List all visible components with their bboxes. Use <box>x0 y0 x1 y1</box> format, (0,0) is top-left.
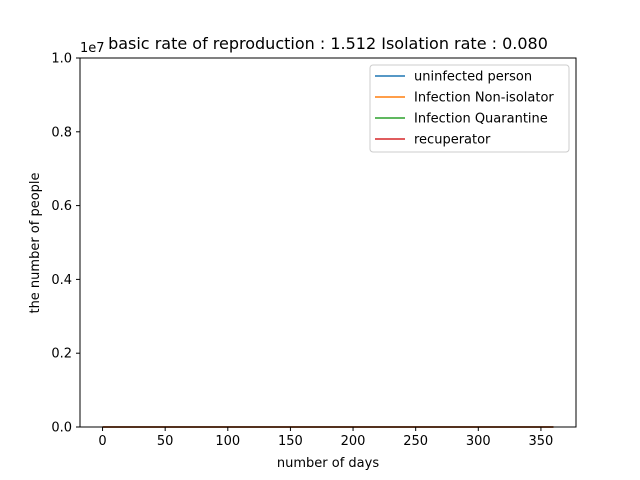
x-tick-label: 100 <box>215 434 240 449</box>
chart-title: basic rate of reproduction : 1.512 Isola… <box>108 34 548 53</box>
legend: uninfected person Infection Non-isolator I… <box>369 64 570 153</box>
y-tick-label: 1.0 <box>51 52 72 67</box>
x-tick-label: 250 <box>403 434 428 449</box>
x-tick-label: 350 <box>529 434 554 449</box>
x-tick-label: 300 <box>466 434 491 449</box>
x-tick-label: 0 <box>98 434 106 449</box>
x-axis-label: number of days <box>277 456 379 471</box>
y-tick-label: 0.6 <box>51 199 72 214</box>
x-tick-label: 50 <box>157 434 174 449</box>
axes-frame <box>79 57 577 428</box>
y-tick-label: 0.4 <box>51 273 72 288</box>
legend-label: Infection Quarantine <box>414 112 548 127</box>
x-tick-label: 200 <box>341 434 366 449</box>
plot-area: 0 50 100 150 200 250 300 350 0.0 0.2 0.4 0.6 0.8 1.0 <box>51 52 577 449</box>
y-tick-label: 0.8 <box>51 125 72 140</box>
x-axis-ticks: 0 50 100 150 200 250 300 350 <box>98 427 553 449</box>
y-tick-label: 0.2 <box>51 347 72 362</box>
y-axis-label: the number of people <box>28 172 43 313</box>
y-axis-ticks: 0.0 0.2 0.4 0.6 0.8 1.0 <box>51 52 80 436</box>
legend-label: uninfected person <box>414 70 532 85</box>
x-tick-label: 150 <box>278 434 303 449</box>
legend-label: Infection Non-isolator <box>414 91 554 106</box>
legend-box <box>369 64 570 153</box>
legend-label: recuperator <box>414 133 491 148</box>
legend-entries: uninfected person Infection Non-isolator I… <box>375 70 554 148</box>
y-tick-label: 0.0 <box>51 421 72 436</box>
y-scale-label: 1e7 <box>80 41 105 56</box>
